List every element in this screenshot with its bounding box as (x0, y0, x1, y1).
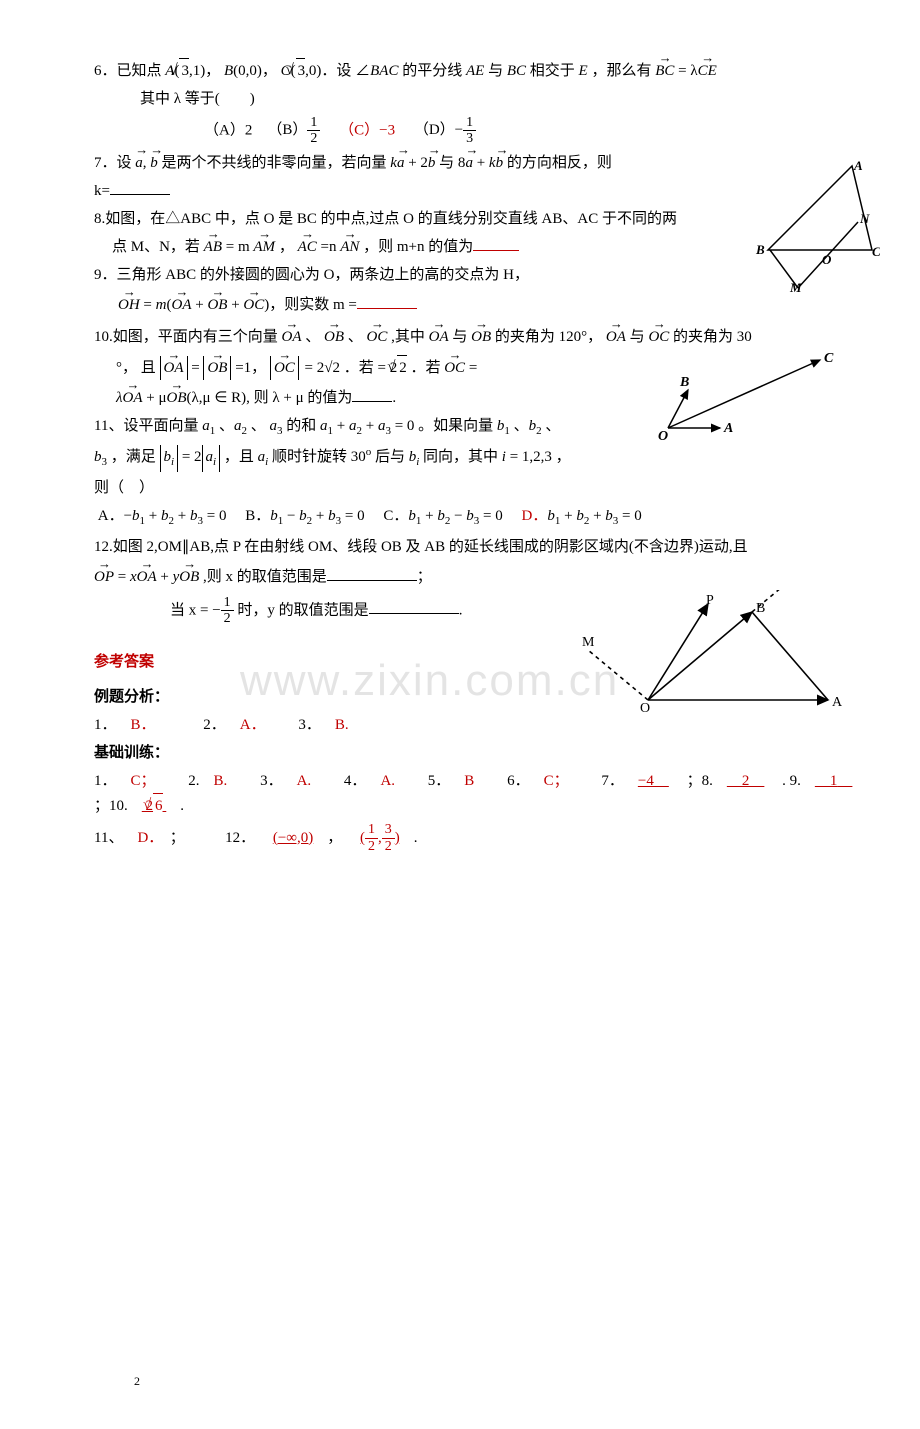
q6-line1: 6．已知点 A(3,1)， B(0,0)， C(3,0)．设 ∠BAC 的平分线… (94, 63, 717, 79)
q7-line2: k= (94, 179, 860, 203)
fig8-triangle: A B C M N O (750, 158, 880, 296)
svg-text:A: A (832, 695, 842, 710)
q6-optD: （D）−13 (414, 122, 476, 138)
q11-line2: b3 ，满足 bi = 2ai ，且 ai 顺时针旋转 30o 后与 bi 同向… (94, 444, 860, 472)
svg-text:M: M (582, 635, 595, 650)
page-number: 2 (94, 1374, 860, 1389)
ans-row1: 1．B． 2．A． 3．B. (94, 713, 860, 737)
svg-text:N: N (859, 211, 870, 226)
q8-line2: 点 M、N，若 AB = m AM ， AC =n AN ，则 m+n 的值为 (94, 235, 860, 259)
fig12-region: O A B M P (556, 590, 842, 714)
q6-optA: （A）2 (204, 122, 252, 138)
svg-text:M: M (789, 280, 802, 295)
q6-optB: （B）12 (267, 122, 320, 138)
q12-line1: 12.如图 2,OM∥AB,点 P 在由射线 OM、线段 OB 及 AB 的延长… (94, 535, 860, 559)
q11-line3: 则（ ） (94, 476, 860, 500)
svg-text:A: A (723, 421, 733, 436)
svg-text:A: A (853, 158, 863, 173)
q6-options: （A）2 （B）12 （C）−3 （D）−13 (94, 115, 860, 147)
svg-text:O: O (822, 252, 832, 267)
q12-eq: OP = xOA + yOB ,则 x 的取值范围是； (94, 565, 860, 589)
svg-text:P: P (706, 593, 714, 608)
ans-row2: 1．C； 2.B. 3．A. 4．A. 5．B 6．C； 7．−4 ；8. 2 … (94, 769, 860, 818)
q11-options: A．−b1 + b2 + b3 = 0 B．b1 − b2 + b3 = 0 C… (94, 504, 860, 531)
q6-optC: （C）−3 (339, 122, 395, 138)
ans-row3: 11、D．； 12． (−∞,0)， (12,32). (94, 822, 860, 854)
q6: 6．已知点 A(3,1)， B(0,0)， C(3,0)．设 ∠BAC 的平分线… (94, 58, 860, 83)
page: 6．已知点 A(3,1)， B(0,0)， C(3,0)．设 ∠BAC 的平分线… (0, 0, 920, 1429)
svg-text:B: B (679, 375, 689, 390)
q6-line2: 其中 λ 等于( ) (94, 87, 860, 111)
fig10-vectors: O A B C (620, 346, 840, 442)
svg-text:B: B (756, 601, 765, 616)
q7-line1: 7．设 a, b 是两个不共线的非零向量，若向量 ka + 2b 与 8a + … (94, 151, 860, 175)
svg-text:C: C (824, 351, 834, 366)
svg-text:B: B (755, 242, 765, 257)
svg-text:O: O (640, 701, 650, 714)
svg-text:C: C (872, 244, 880, 259)
svg-text:O: O (658, 429, 668, 442)
sec2: 基础训练： (94, 741, 860, 765)
